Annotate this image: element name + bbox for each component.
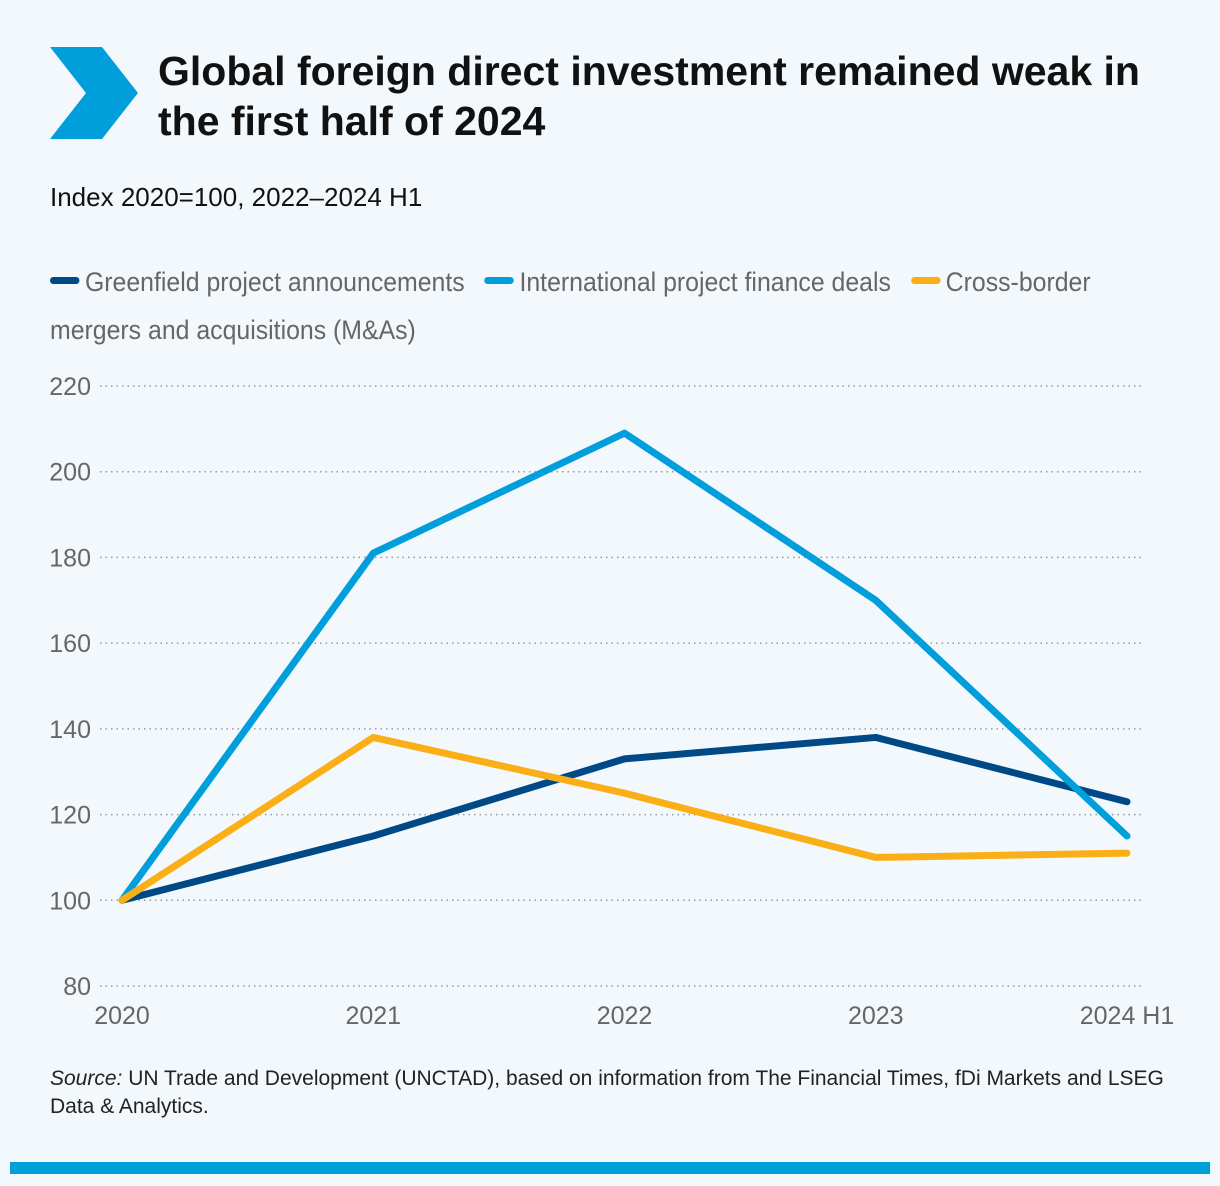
- x-tick-label: 2020: [94, 1002, 150, 1030]
- y-tick-label: 220: [49, 373, 91, 401]
- legend-label-project-finance: International project finance deals: [519, 267, 891, 297]
- y-tick-label: 120: [49, 802, 91, 830]
- bottom-accent-bar: [10, 1162, 1210, 1174]
- source-label: Source:: [50, 1067, 123, 1090]
- x-tick-label: 2022: [597, 1002, 653, 1030]
- y-tick-label: 140: [49, 716, 91, 744]
- legend-label-mergers: Cross-border mergers and acquisitions (M…: [50, 267, 1091, 345]
- x-tick-label: 2023: [848, 1002, 904, 1030]
- legend-label-greenfield: Greenfield project announcements: [84, 267, 465, 297]
- legend-swatch-mergers: [910, 277, 941, 285]
- legend-item-project-finance: International project finance deals: [484, 267, 891, 297]
- chevron-arrow-icon: [50, 47, 138, 139]
- legend-swatch-project-finance: [484, 277, 514, 285]
- legend-swatch-greenfield: [50, 277, 80, 285]
- x-tick-label: 2021: [345, 1002, 401, 1030]
- line-chart: 80 100 120 140 160 180 200 220 2020 2021 2022 2023…: [49, 373, 1174, 1030]
- y-axis-ticks: 80 100 120 140 160 180 200 220: [49, 373, 91, 1001]
- y-tick-label: 100: [49, 887, 91, 915]
- y-tick-label: 80: [63, 973, 91, 1001]
- series-line-1: [118, 429, 1131, 904]
- y-tick-label: 160: [49, 630, 91, 658]
- y-tick-label: 180: [49, 544, 91, 572]
- grid-lines: [100, 385, 1145, 987]
- chart-subtitle: Index 2020=100, 2022–2024 H1: [50, 182, 423, 212]
- x-axis-ticks: 2020 2021 2022 2023 2024 H1: [94, 1002, 1174, 1030]
- source-note: Source: UN Trade and Development (UNCTAD…: [50, 1065, 1180, 1121]
- chart-title: Global foreign direct investment remaine…: [158, 48, 1140, 144]
- x-tick-label: 2024 H1: [1080, 1002, 1175, 1030]
- legend-item-greenfield: Greenfield project announcements: [50, 267, 465, 297]
- legend: Greenfield project announcements Interna…: [50, 258, 1154, 354]
- y-tick-label: 200: [49, 459, 91, 487]
- series-line-0: [118, 733, 1131, 904]
- legend-item-mergers: Cross-border mergers and acquisitions (M…: [50, 267, 1091, 345]
- series-lines: [118, 429, 1131, 904]
- source-text: UN Trade and Development (UNCTAD), based…: [50, 1067, 1164, 1118]
